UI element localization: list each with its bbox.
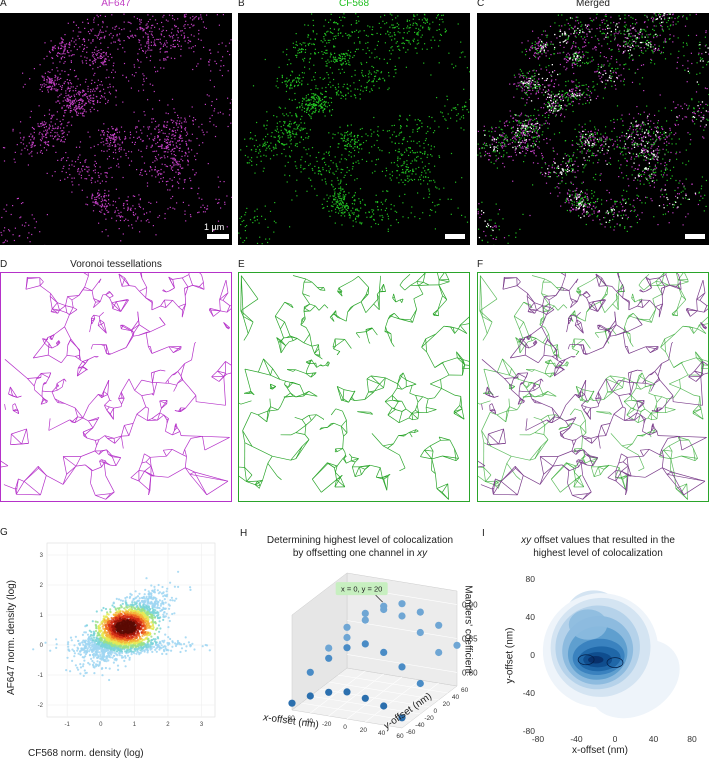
g-y-axis-label: AF647 norm. density (log): [6, 580, 17, 695]
g-x-tick: 3: [200, 722, 204, 728]
panel-letter-g: G: [0, 527, 8, 538]
h-point: [398, 663, 405, 670]
h-y-tick: 0: [434, 708, 438, 715]
h-title: Determining highest level of colocalizat…: [245, 534, 475, 560]
panel-b-title-text: CF568: [339, 0, 369, 9]
voronoi-af647: [0, 272, 232, 502]
h-point: [435, 622, 442, 629]
g-x-tick: -1: [64, 722, 70, 728]
g-x-tick: 1: [133, 722, 137, 728]
panel-c-title: Merged: [477, 0, 709, 9]
i-title-italic: xy: [521, 535, 531, 546]
h-point: [417, 680, 424, 687]
i-x-tick: 0: [613, 734, 618, 743]
h-x-tick: -20: [322, 721, 332, 728]
i-title-line1-rest: offset values that resulted in the: [531, 535, 675, 546]
g-x-tick: 0: [99, 722, 103, 728]
h-x-tick: 20: [360, 727, 368, 734]
panel-a-title-text: AF647: [101, 0, 130, 9]
h-point: [417, 609, 424, 616]
h-point: [380, 603, 387, 610]
panel-b-title: CF568: [238, 0, 470, 9]
h-point: [435, 649, 442, 656]
i-x-axis-label: x-offset (nm): [572, 745, 628, 756]
i-x-tick: -40: [570, 734, 583, 743]
panel-letter-e: E: [238, 259, 245, 270]
i-title-line2: highest level of colocalization: [488, 547, 708, 560]
h-title-line1: Determining highest level of colocalizat…: [245, 534, 475, 547]
h-point: [343, 624, 350, 631]
h-z-axis-label: Manders' coefficient: [463, 585, 474, 673]
i-y-tick: -40: [523, 688, 536, 698]
h-point: [325, 645, 332, 652]
h-point: [343, 688, 350, 695]
h-point: [343, 644, 350, 651]
h-point: [398, 612, 405, 619]
h-point: [453, 642, 460, 649]
i-y-tick: 40: [526, 612, 536, 622]
i-y-tick: 80: [526, 575, 536, 584]
i-title-line1: xy offset values that resulted in the: [488, 534, 708, 547]
h-point: [362, 695, 369, 702]
scale-bar: [685, 234, 705, 239]
i-y-axis-label: y-offset (nm): [504, 628, 515, 684]
cf568-image: [238, 13, 470, 245]
h-y-tick: 20: [443, 701, 451, 708]
panel-a-title: AF647: [0, 0, 232, 9]
h-point: [362, 610, 369, 617]
h-point: [380, 702, 387, 709]
h-y-tick: -20: [424, 715, 434, 722]
panel-d-title: Voronoi tessellations: [0, 259, 232, 270]
scale-bar: [445, 234, 465, 239]
h-title-line2-italic: xy: [417, 548, 427, 559]
h-point: [380, 649, 387, 656]
panel-letter-f: F: [477, 259, 483, 270]
g-y-tick: -1: [38, 673, 44, 679]
h-callout-text: x = 0, y = 20: [341, 585, 382, 594]
h-point: [362, 617, 369, 624]
af647-image: 1 µm: [0, 13, 232, 245]
g-y-tick: 0: [40, 643, 44, 649]
g-y-tick: 2: [40, 583, 44, 589]
g-y-tick: -2: [38, 703, 44, 709]
g-y-tick: 1: [40, 613, 44, 619]
h-point: [398, 600, 405, 607]
voronoi-merged: [477, 272, 709, 502]
i-title: xy offset values that resulted in the hi…: [488, 534, 708, 560]
h-y-tick: -40: [415, 722, 425, 729]
h-title-line2: by offsetting one channel in xy: [245, 547, 475, 560]
h-x-tick: 60: [396, 733, 404, 740]
h-point: [288, 700, 295, 707]
h-point: [325, 655, 332, 662]
g-x-tick: 2: [166, 722, 170, 728]
i-x-tick: 40: [649, 734, 659, 743]
scale-bar-label: 1 µm: [204, 222, 224, 232]
density-scatter-plot: -1 0 1 2 3 3 2 1 0 -1 -2: [25, 535, 225, 735]
h-y-tick: 40: [452, 694, 460, 701]
h-y-tick: -60: [406, 729, 416, 736]
merged-image: [477, 13, 709, 245]
g-y-tick: 3: [40, 553, 44, 559]
voronoi-cf568: [238, 272, 470, 502]
h-y-tick: 60: [461, 687, 469, 694]
scale-bar: [207, 234, 229, 239]
h-point: [362, 640, 369, 647]
panel-letter-i: I: [482, 528, 485, 539]
h-point: [307, 669, 314, 676]
h-point: [417, 629, 424, 636]
i-x-tick: 80: [687, 734, 697, 743]
h-point: [325, 689, 332, 696]
g-x-axis-label: CF568 norm. density (log): [28, 748, 144, 759]
h-x-tick: 40: [378, 730, 386, 737]
i-y-tick: -80: [523, 726, 536, 736]
h-title-line2-prefix: by offsetting one channel in: [293, 548, 417, 559]
h-point: [307, 692, 314, 699]
i-y-tick: 0: [530, 650, 535, 660]
h-x-tick: 0: [343, 724, 347, 731]
h-point: [343, 634, 350, 641]
